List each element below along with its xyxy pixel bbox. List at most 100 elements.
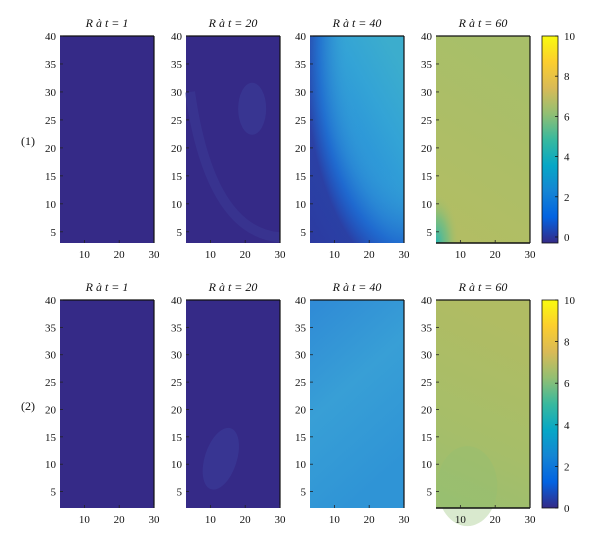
heatmap-field [310,300,404,508]
panel-title: R à t = 20 [208,16,258,30]
y-tick-label: 30 [45,87,57,99]
y-tick-label: 30 [295,350,307,362]
colorbar-tick-label: 0 [564,232,570,244]
x-tick-label: 20 [490,514,502,526]
y-tick-label: 30 [421,350,433,362]
colorbar-tick-label: 6 [564,111,570,123]
colorbar-tick-label: 2 [564,461,570,473]
colorbar-tick-label: 0 [564,503,570,515]
panel-title: R à t = 1 [85,280,129,294]
y-tick-label: 40 [421,31,433,43]
y-tick-label: 30 [421,87,433,99]
y-tick-label: 15 [295,432,307,444]
heatmap-panel: R à t = 20 5 10 15 20 25 30 35 40 10 20 30 [171,280,286,526]
y-tick-label: 10 [421,199,433,211]
y-tick-label: 20 [421,143,433,155]
y-tick-label: 35 [171,322,183,334]
heatmap-panel: R à t = 20 5 10 15 20 25 30 35 40 10 20 30 [171,16,286,261]
y-tick-label: 20 [295,404,307,416]
y-tick-label: 40 [171,295,183,307]
y-tick-label: 5 [427,487,433,499]
y-tick-label: 5 [177,227,183,239]
y-tick-label: 35 [421,322,433,334]
y-tick-label: 25 [171,377,183,389]
y-tick-label: 30 [45,350,57,362]
y-tick-label: 25 [421,115,433,127]
y-tick-label: 40 [295,31,307,43]
y-tick-label: 20 [421,404,433,416]
y-tick-label: 15 [421,432,433,444]
x-tick-label: 30 [525,249,537,261]
x-tick-label: 10 [205,514,217,526]
colorbar-tick-label: 4 [564,420,570,432]
y-tick-label: 15 [171,171,183,183]
colorbar: 0 2 4 6 8 10 [541,31,576,244]
x-tick-label: 10 [329,249,341,261]
x-tick-label: 20 [114,514,126,526]
heatmap-field [60,36,154,243]
y-tick-label: 10 [171,199,183,211]
y-tick-label: 5 [427,227,433,239]
y-tick-label: 25 [45,115,57,127]
x-tick-label: 10 [329,514,341,526]
panel-title: R à t = 60 [458,16,508,30]
colorbar-tick-label: 10 [564,31,576,43]
heatmap-field [60,300,154,508]
x-tick-label: 20 [240,514,252,526]
y-tick-label: 5 [301,487,307,499]
x-tick-label: 10 [79,514,91,526]
y-tick-label: 10 [295,459,307,471]
y-tick-label: 20 [45,404,57,416]
heatmap-field [186,36,280,243]
y-tick-label: 20 [295,143,307,155]
x-tick-label: 30 [399,514,411,526]
y-tick-label: 25 [171,115,183,127]
y-tick-label: 15 [295,171,307,183]
colorbar-tick-label: 6 [564,378,570,390]
y-tick-label: 5 [177,487,183,499]
heatmap-field [436,300,530,508]
y-tick-label: 15 [171,432,183,444]
y-tick-label: 35 [45,322,57,334]
y-tick-label: 30 [171,87,183,99]
y-tick-label: 25 [295,115,307,127]
colorbar-scale [541,35,559,244]
y-tick-label: 10 [421,459,433,471]
y-tick-label: 20 [171,404,183,416]
heatmap-panel: R à t = 40 5 10 15 20 25 30 35 40 10 20 30 [295,280,410,526]
y-tick-label: 35 [45,59,57,71]
heatmap-blob [202,427,239,490]
colorbar-tick-label: 8 [564,71,570,83]
panel-title: R à t = 40 [332,280,382,294]
row-label: (2) [21,399,35,413]
y-tick-label: 40 [45,295,57,307]
y-tick-label: 15 [421,171,433,183]
panel-title: R à t = 1 [85,16,129,30]
y-tick-label: 35 [421,59,433,71]
heatmap-shade [437,446,498,527]
x-tick-label: 30 [149,514,161,526]
y-tick-label: 5 [51,487,57,499]
x-tick-label: 20 [240,249,252,261]
colorbar-tick-label: 8 [564,337,570,349]
y-tick-label: 15 [45,171,57,183]
heatmap-panel: R à t = 60 5 10 15 20 25 30 35 40 10 20 30 [421,16,536,261]
x-tick-label: 30 [399,249,411,261]
y-tick-label: 35 [171,59,183,71]
y-tick-label: 30 [295,87,307,99]
y-tick-label: 20 [45,143,57,155]
heatmap-panel: R à t = 60 5 10 15 20 25 30 35 40 10 20 30 [421,280,537,527]
panel-title: R à t = 60 [458,280,508,294]
y-tick-label: 10 [171,459,183,471]
heatmap-panel: R à t = 1 5 10 15 20 25 30 35 40 10 20 30 [45,16,160,261]
x-tick-label: 10 [455,514,467,526]
x-tick-label: 20 [364,249,376,261]
y-tick-label: 25 [295,377,307,389]
x-tick-label: 10 [455,249,467,261]
y-tick-label: 25 [45,377,57,389]
colorbar-tick-label: 10 [564,295,576,307]
x-tick-label: 20 [364,514,376,526]
x-tick-label: 30 [525,514,537,526]
